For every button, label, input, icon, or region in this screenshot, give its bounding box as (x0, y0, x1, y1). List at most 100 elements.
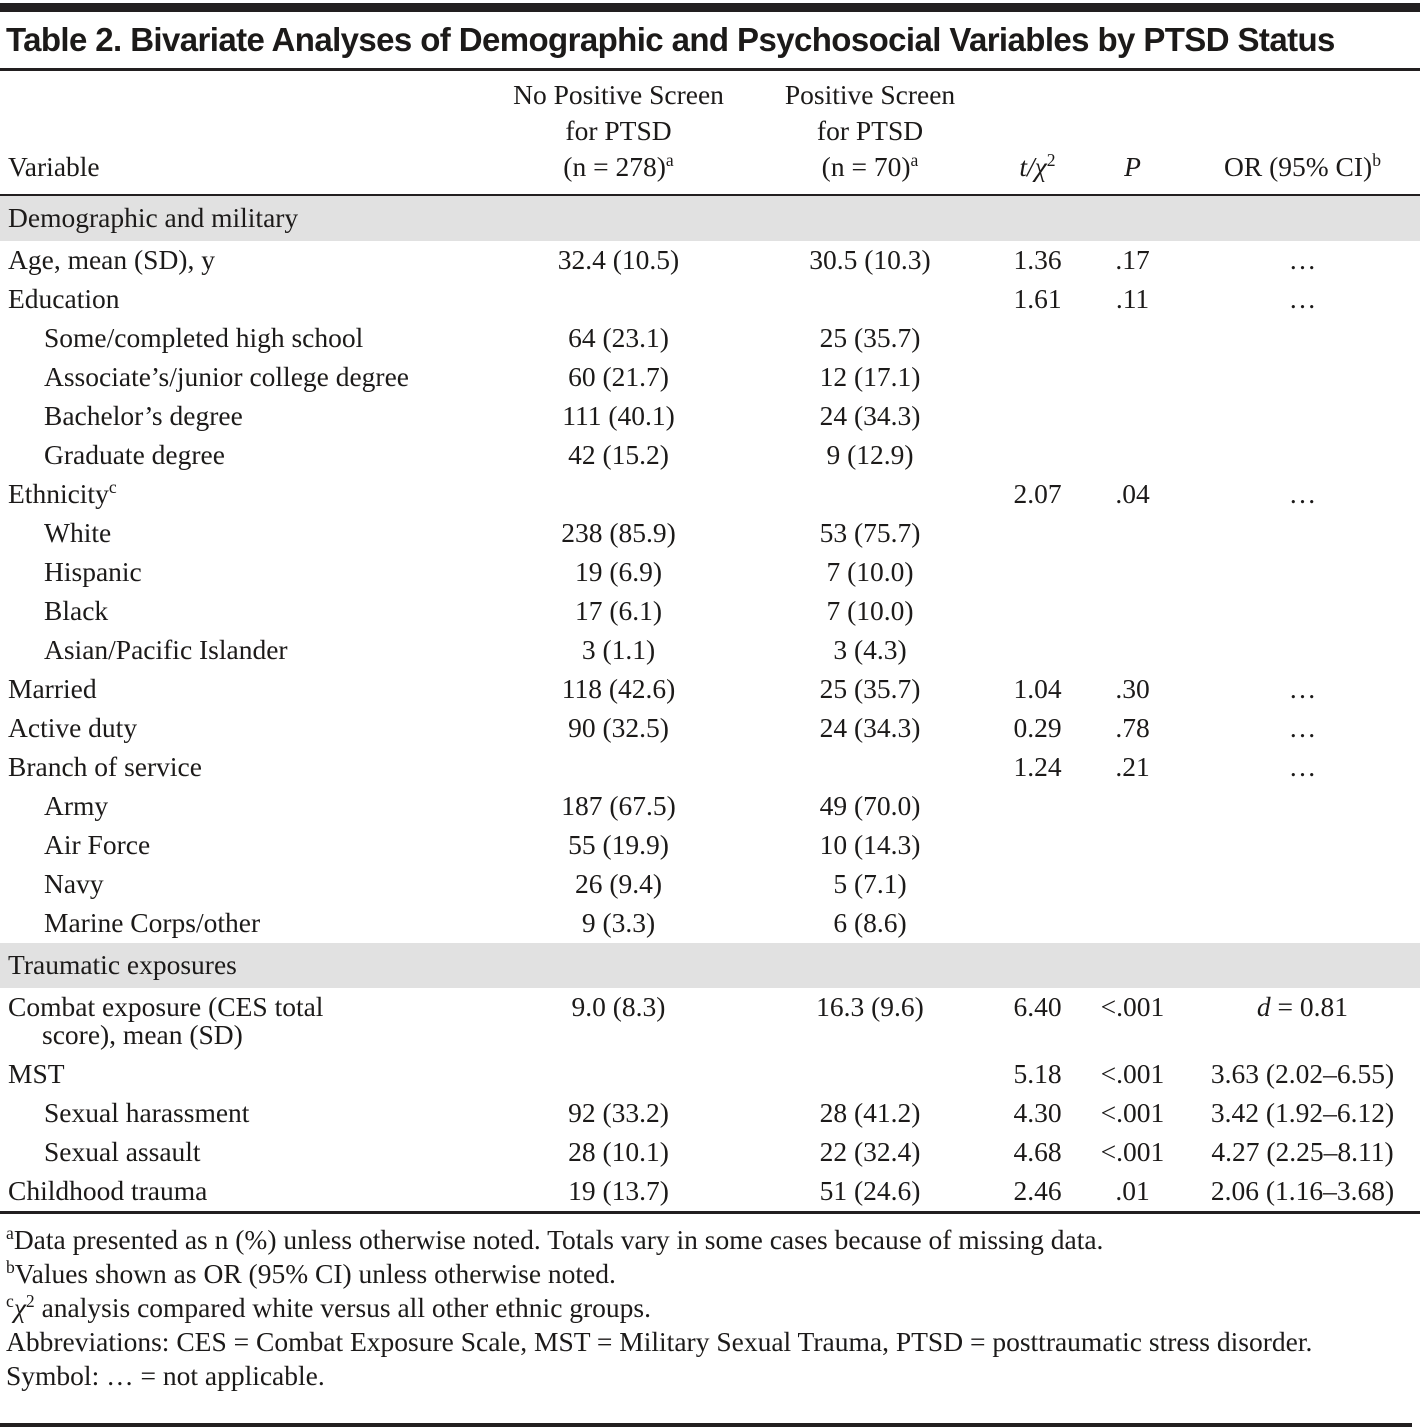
cell-statistic (995, 553, 1080, 592)
cell-statistic (995, 631, 1080, 670)
cell-no-positive-screen: 55 (19.9) (568, 829, 669, 860)
variable-label: Asian/Pacific Islander (44, 634, 288, 665)
table-row: Black 17 (6.1) 7 (10.0) (0, 592, 1420, 631)
cell-variable: Bachelor’s degree (0, 397, 492, 436)
cell-statistic (995, 436, 1080, 475)
cell-variable: Marine Corps/other (0, 904, 492, 943)
cell-positive-screen: 24 (34.3) (819, 712, 921, 743)
cell-p-value: .78 (1115, 712, 1150, 743)
cell-statistic (995, 514, 1080, 553)
cell-statistic (995, 592, 1080, 631)
cell-variable: Asian/Pacific Islander (0, 631, 492, 670)
header-line: (n = 70) (821, 151, 911, 182)
cell-statistic: 4.68 (1013, 1136, 1062, 1167)
cell-variable: Some/completed high school (0, 319, 492, 358)
cell-variable: Combat exposure (CES total score), mean (… (0, 988, 492, 1055)
cell-statistic: 5.18 (1013, 1058, 1062, 1089)
cell-statistic: 2.07 (1013, 478, 1062, 509)
column-header-odds-ratio: OR (95% CI)b (1185, 71, 1420, 196)
cell-no-positive-screen: 118 (42.6) (561, 673, 676, 704)
cell-no-positive-screen: 64 (23.1) (568, 322, 669, 353)
cell-variable: Sexual harassment (0, 1094, 492, 1133)
cell-p-value (1080, 592, 1185, 631)
header-line: (n = 278) (563, 151, 666, 182)
variable-label: Sexual harassment (44, 1097, 250, 1128)
cell-statistic: 6.40 (1013, 991, 1062, 1022)
cell-no-positive-screen (492, 280, 745, 319)
table-row: Education 1.61.11… (0, 280, 1420, 319)
footnote-marker: c (108, 476, 117, 497)
cell-no-positive-screen: 9 (3.3) (581, 907, 656, 938)
variable-label: Some/completed high school (44, 322, 364, 353)
footnote-marker: c (6, 1290, 14, 1311)
cell-odds-ratio: … (1288, 673, 1317, 704)
variable-label: Childhood trauma (8, 1175, 208, 1206)
cell-positive-screen (745, 475, 995, 514)
cell-odds-ratio (1185, 514, 1420, 553)
table-row: MST 5.18 <.001 3.63 (2.02–6.55) (0, 1055, 1420, 1094)
cell-positive-screen: 10 (14.3) (819, 829, 921, 860)
table-row: Combat exposure (CES total score), mean (… (0, 988, 1420, 1055)
variable-label: Associate’s/junior college degree (44, 361, 410, 392)
table-row: Graduate degree 42 (15.2) 9 (12.9) (0, 436, 1420, 475)
cell-positive-screen: 30.5 (10.3) (809, 244, 931, 275)
table-row: Some/completed high school 64 (23.1) 25 (3… (0, 319, 1420, 358)
cell-odds-ratio (1185, 397, 1420, 436)
footnote-marker: a (910, 149, 919, 170)
table-row: Age, mean (SD), y 32.4 (10.5) 30.5 (10.3) 1… (0, 241, 1420, 280)
footnote: aData presented as n (%) unless otherwis… (6, 1223, 1410, 1257)
variable-label: Bachelor’s degree (44, 400, 243, 431)
cell-positive-screen (745, 280, 995, 319)
cell-positive-screen: 6 (8.6) (833, 907, 907, 938)
cell-positive-screen: 9 (12.9) (826, 439, 914, 470)
cell-variable: Army (0, 787, 492, 826)
cell-positive-screen: 16.3 (9.6) (816, 991, 924, 1022)
footnote-text: Data presented as n (%) unless otherwise… (13, 1224, 1104, 1255)
footnote-text: analysis compared white versus all other… (34, 1292, 652, 1323)
cell-odds-ratio: … (1288, 478, 1317, 509)
table-row: Sexual harassment 92 (33.2) 28 (41.2) 4.30 <… (0, 1094, 1420, 1133)
cell-no-positive-screen: 19 (13.7) (568, 1175, 669, 1206)
variable-label: Navy (44, 868, 104, 899)
table-row: Active duty 90 (32.5) 24 (34.3) 0.29.78… (0, 709, 1420, 748)
cell-p-value (1080, 553, 1185, 592)
cell-no-positive-screen: 60 (21.7) (568, 361, 669, 392)
cell-p-value: .11 (1115, 283, 1150, 314)
section-row: Traumatic exposures (0, 943, 1420, 988)
cell-positive-screen: 49 (70.0) (819, 790, 921, 821)
cell-statistic: 1.24 (1013, 751, 1062, 782)
cell-positive-screen: 24 (34.3) (819, 400, 921, 431)
column-header-p-value: P (1080, 71, 1185, 196)
variable-label: MST (8, 1058, 65, 1089)
cell-positive-screen: 28 (41.2) (819, 1097, 921, 1128)
variable-label: Air Force (44, 829, 151, 860)
footnote-marker: a (665, 149, 674, 170)
cell-statistic (995, 319, 1080, 358)
variable-label: Black (44, 595, 109, 626)
footnote-text: Symbol: … = not applicable. (6, 1360, 325, 1391)
cell-statistic: 4.30 (1013, 1097, 1062, 1128)
cell-no-positive-screen: 26 (9.4) (574, 868, 663, 899)
cell-p-value (1080, 358, 1185, 397)
cell-variable: White (0, 514, 492, 553)
cell-no-positive-screen: 17 (6.1) (574, 595, 663, 626)
cell-variable: Ethnicityc (0, 475, 492, 514)
table-row: Associate’s/junior college degree 60 (21.… (0, 358, 1420, 397)
cell-positive-screen: 25 (35.7) (819, 673, 921, 704)
cell-statistic (995, 397, 1080, 436)
column-header-variable: Variable (0, 71, 492, 196)
section-label: Demographic and military (0, 195, 1420, 241)
variable-label: Sexual assault (44, 1136, 201, 1167)
superscript: 2 (1046, 149, 1056, 170)
cell-p-value: .04 (1115, 478, 1150, 509)
spacer (0, 1397, 1420, 1423)
table-row: Air Force 55 (19.9) 10 (14.3) (0, 826, 1420, 865)
table-row: Hispanic 19 (6.9) 7 (10.0) (0, 553, 1420, 592)
variable-label-continuation: score), mean (SD) (42, 1019, 243, 1050)
cell-statistic (995, 787, 1080, 826)
cell-odds-ratio: d = 0.81 (1185, 988, 1420, 1055)
footnote: bValues shown as OR (95% CI) unless othe… (6, 1257, 1410, 1291)
cell-variable: Black (0, 592, 492, 631)
top-rule (0, 3, 1420, 12)
